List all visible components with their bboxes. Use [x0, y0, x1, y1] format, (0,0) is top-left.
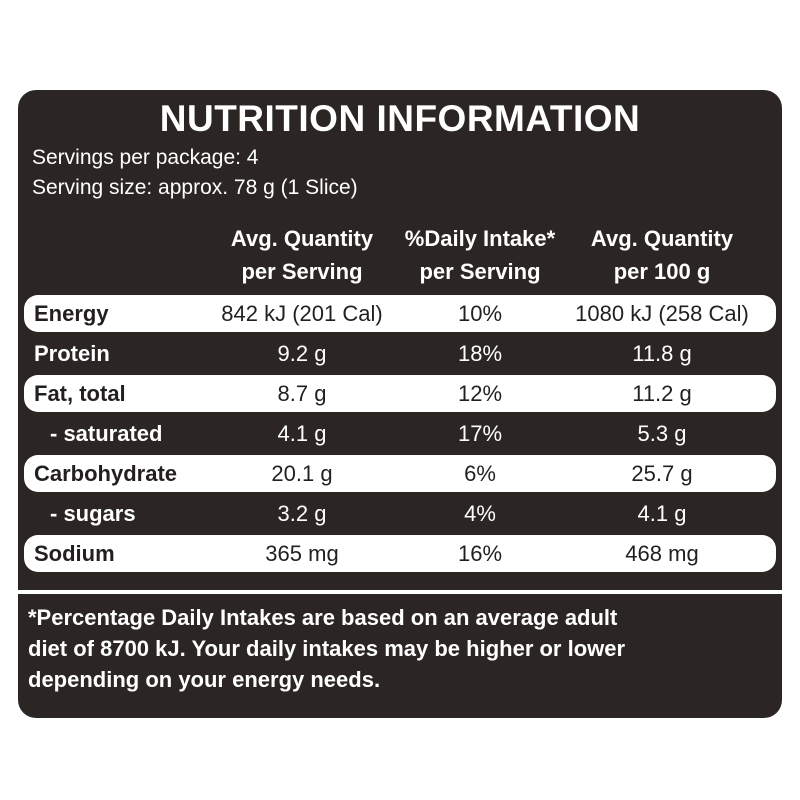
serving-size: Serving size: approx. 78 g (1 Slice)	[32, 176, 358, 199]
per-100g-value: 11.8 g	[632, 341, 692, 366]
daily-intake-value: 6%	[464, 461, 496, 486]
per-100g-value: 25.7 g	[631, 461, 693, 486]
divider-line	[18, 590, 782, 594]
footnote-line: depending on your energy needs.	[28, 667, 381, 692]
per-serving-value: 365 mg	[265, 541, 339, 566]
nutrient-row-protein: Protein 9.2 g 18% 11.8 g	[24, 335, 776, 372]
column-header-per-100g: Avg. Quantity per 100 g	[562, 222, 762, 288]
per-serving-value: 8.7 g	[277, 381, 327, 406]
nutrient-name: Protein	[34, 341, 110, 366]
nutrient-row-carbohydrate: Carbohydrate 20.1 g 6% 25.7 g	[24, 455, 776, 492]
per-serving-value: 4.1 g	[277, 421, 327, 446]
nutrient-name: Carbohydrate	[34, 461, 178, 486]
nutrient-name: Sodium	[34, 541, 115, 566]
daily-intake-value: 16%	[457, 541, 503, 566]
nutrient-name: Energy	[34, 301, 109, 326]
footnote-line: diet of 8700 kJ. Your daily intakes may …	[28, 636, 626, 661]
nutrient-name: - sugars	[50, 501, 136, 526]
column-header-line: per Serving	[419, 259, 541, 284]
daily-intake-value: 12%	[457, 381, 503, 406]
nutrient-row-sodium: Sodium 365 mg 16% 468 mg	[24, 535, 776, 572]
column-header-line: per Serving	[241, 259, 363, 284]
column-header-line: Avg. Quantity	[590, 226, 734, 251]
per-serving-value: 842 kJ (201 Cal)	[221, 301, 383, 326]
nutrient-row-energy: Energy 842 kJ (201 Cal) 10% 1080 kJ (258…	[24, 295, 776, 332]
per-100g-value: 11.2 g	[632, 381, 692, 406]
column-header-line: %Daily Intake*	[404, 226, 556, 251]
nutrient-name: - saturated	[50, 421, 163, 446]
daily-intake-value: 17%	[457, 421, 503, 446]
nutrient-row-saturated: - saturated 4.1 g 17% 5.3 g	[24, 415, 776, 452]
daily-intake-value: 10%	[457, 301, 503, 326]
column-header-per-serving: Avg. Quantity per Serving	[202, 222, 402, 288]
footnote-line: *Percentage Daily Intakes are based on a…	[28, 605, 618, 630]
daily-intake-value: 4%	[464, 501, 496, 526]
column-header-line: Avg. Quantity	[230, 226, 374, 251]
per-serving-value: 3.2 g	[277, 501, 327, 526]
nutrient-name: Fat, total	[34, 381, 126, 406]
servings-per-package: Servings per package: 4	[32, 146, 259, 169]
daily-intake-value: 18%	[457, 341, 503, 366]
per-serving-value: 20.1 g	[271, 461, 333, 486]
per-100g-value: 4.1 g	[637, 501, 687, 526]
per-100g-value: 5.3 g	[637, 421, 687, 446]
panel-title: NUTRITION INFORMATION	[159, 98, 641, 139]
per-100g-value: 468 mg	[625, 541, 699, 566]
per-serving-value: 9.2 g	[277, 341, 327, 366]
column-header-daily-intake: %Daily Intake* per Serving	[380, 222, 580, 288]
nutrition-panel: NUTRITION INFORMATION Servings per packa…	[18, 90, 782, 718]
daily-intake-footnote: *Percentage Daily Intakes are based on a…	[28, 602, 772, 695]
nutrient-row-fat-total: Fat, total 8.7 g 12% 11.2 g	[24, 375, 776, 412]
column-header-line: per 100 g	[613, 259, 711, 284]
per-100g-value: 1080 kJ (258 Cal)	[575, 301, 749, 326]
nutrient-row-sugars: - sugars 3.2 g 4% 4.1 g	[24, 495, 776, 532]
